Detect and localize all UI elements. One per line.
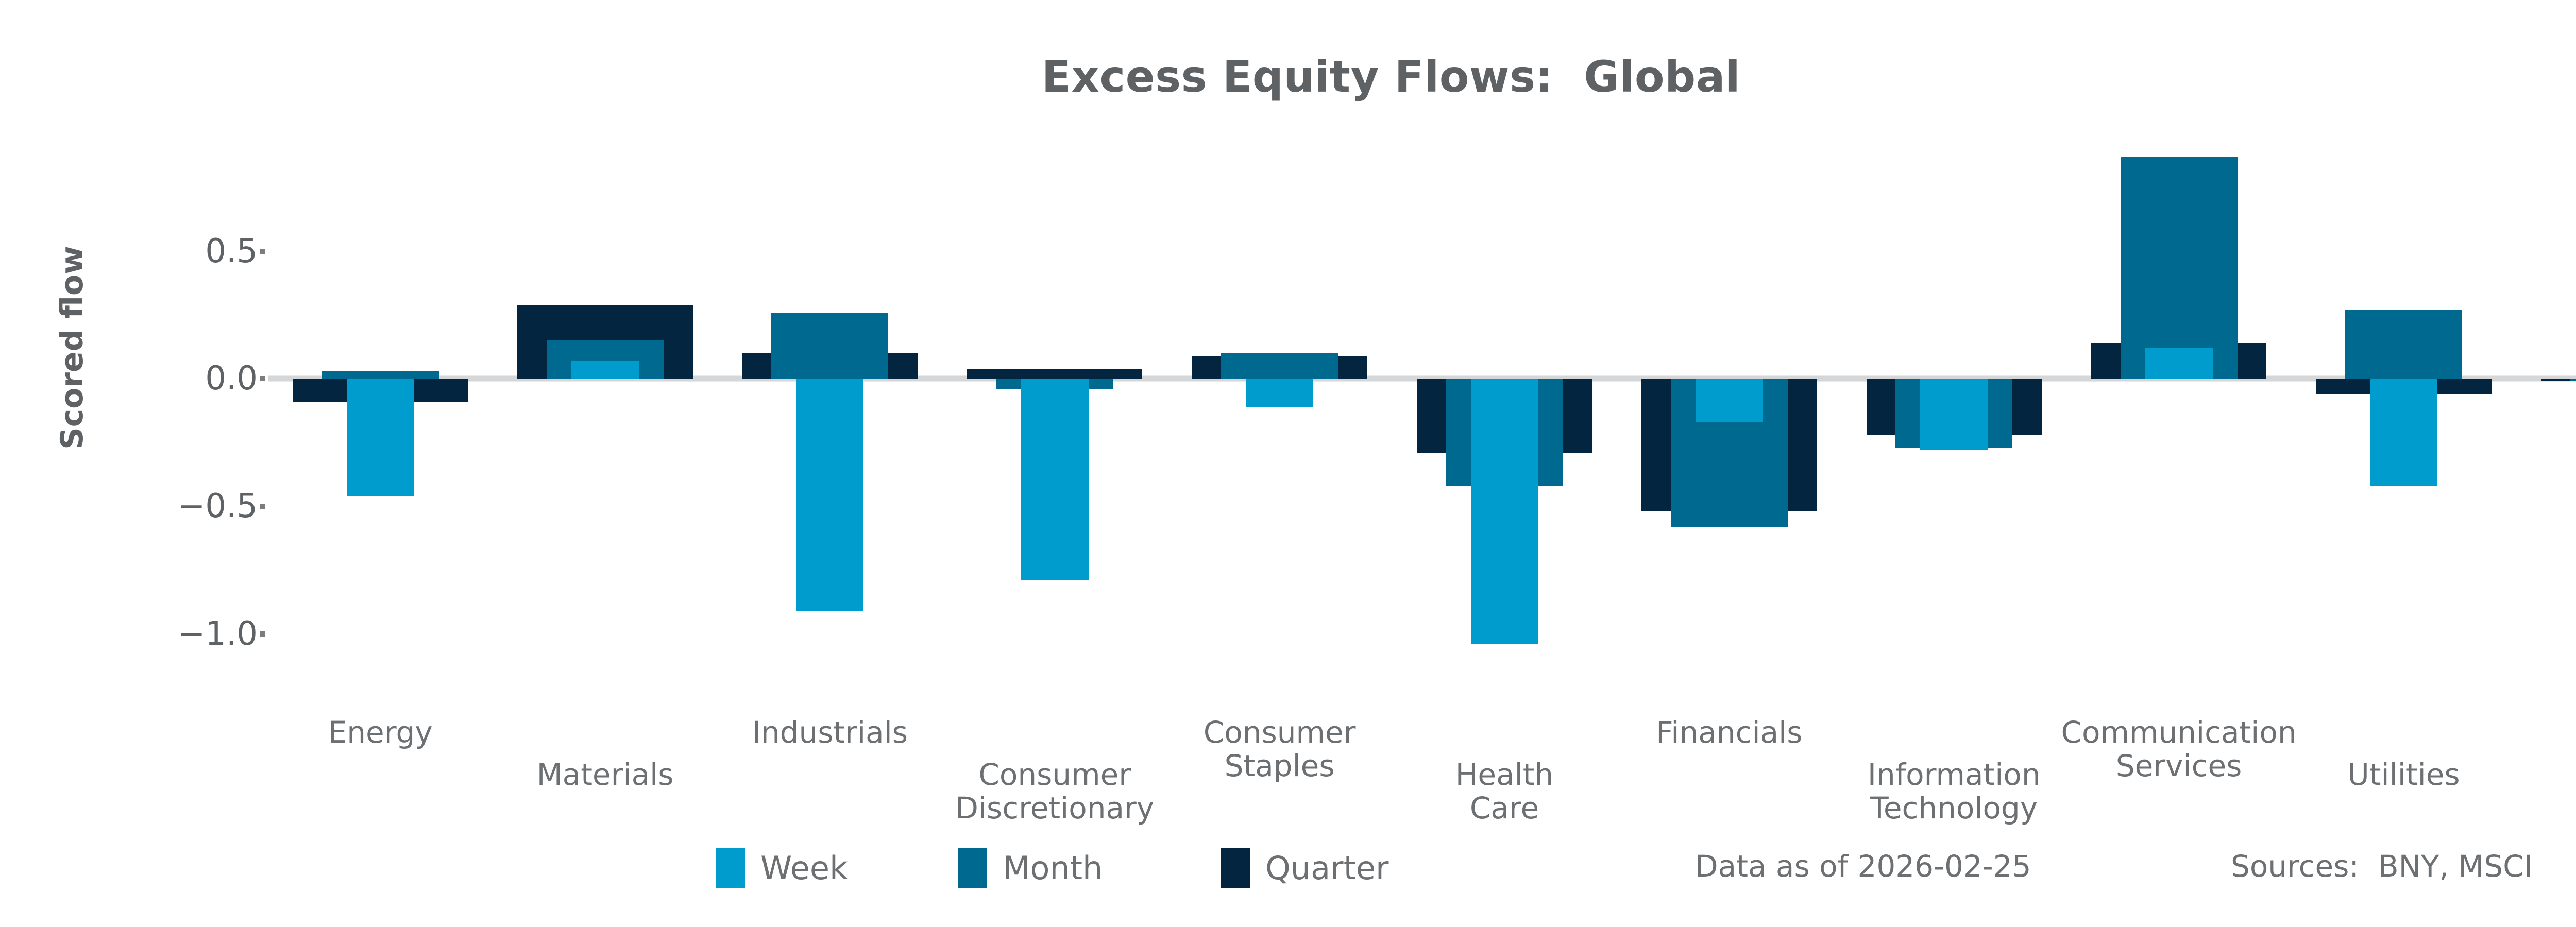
bar-week-consumer-staples[interactable] bbox=[1246, 379, 1314, 407]
x-axis-label-materials: Materials bbox=[536, 757, 674, 792]
bar-month-energy[interactable] bbox=[321, 371, 439, 379]
bar-week-consumer-discretionary[interactable] bbox=[1021, 379, 1089, 580]
bar-week-communication-services[interactable] bbox=[2145, 348, 2213, 379]
y-tick-mark bbox=[260, 248, 265, 254]
legend-label: Month bbox=[1003, 849, 1103, 887]
x-axis-label-information-technology: Information Technology bbox=[1867, 757, 2041, 826]
y-tick-label: 0.5 bbox=[205, 232, 258, 270]
bar-week-health-care[interactable] bbox=[1470, 379, 1538, 644]
page-title: Excess Equity Flows: Global bbox=[1041, 52, 1741, 102]
legend-swatch-month bbox=[958, 848, 987, 888]
x-axis-label-consumer-discretionary: Consumer Discretionary bbox=[955, 757, 1155, 826]
x-axis-label-energy: Energy bbox=[328, 715, 433, 750]
legend-item-quarter[interactable]: Quarter bbox=[1221, 845, 1389, 891]
y-tick-mark bbox=[260, 504, 265, 509]
legend-item-week[interactable]: Week bbox=[716, 845, 848, 891]
legend-swatch-week bbox=[716, 848, 745, 888]
bar-month-real-estate[interactable] bbox=[2570, 379, 2576, 382]
bar-month-industrials[interactable] bbox=[771, 312, 889, 379]
x-axis-label-communication-services: Communication Services bbox=[2061, 715, 2297, 783]
y-tick-label: 0.0 bbox=[205, 359, 258, 398]
bar-quarter-real-estate[interactable] bbox=[2540, 379, 2576, 382]
y-tick-label: −0.5 bbox=[177, 487, 258, 526]
legend-swatch-quarter bbox=[1221, 848, 1250, 888]
bar-week-energy[interactable] bbox=[346, 379, 414, 496]
sources-note: Sources: BNY, MSCI bbox=[2231, 849, 2533, 884]
x-axis-label-financials: Financials bbox=[1656, 715, 1803, 750]
y-tick-mark bbox=[260, 631, 265, 637]
bar-week-information-technology[interactable] bbox=[1920, 379, 1988, 451]
bar-month-consumer-staples[interactable] bbox=[1221, 353, 1338, 379]
x-axis-label-real-estate: Real Estate bbox=[2460, 716, 2576, 783]
bar-week-industrials[interactable] bbox=[796, 379, 864, 611]
bar-month-utilities[interactable] bbox=[2345, 310, 2462, 379]
bar-quarter-consumer-discretionary[interactable] bbox=[967, 368, 1143, 379]
x-axis-label-industrials: Industrials bbox=[752, 715, 908, 750]
plot-area: 0.5 0.0 −0.5 −1.0 Energy Materials Industrial… bbox=[178, 124, 2576, 825]
data-as-of-note: Data as of 2026-02-25 bbox=[1695, 849, 2031, 884]
bar-week-materials[interactable] bbox=[571, 360, 639, 379]
x-axis-label-health-care: Health Care bbox=[1455, 757, 1554, 826]
y-tick-mark bbox=[260, 376, 265, 382]
chart-footer: Week Month Quarter Data as of 2026-02-25 S… bbox=[0, 845, 2576, 917]
bar-week-utilities[interactable] bbox=[2370, 379, 2437, 486]
y-tick-label: −1.0 bbox=[177, 614, 258, 653]
x-axis-label-consumer-staples: Consumer Staples bbox=[1203, 715, 1356, 783]
x-axis-label-utilities: Utilities bbox=[2347, 757, 2460, 792]
legend-label: Week bbox=[760, 849, 848, 887]
legend-item-month[interactable]: Month bbox=[958, 845, 1103, 891]
bar-week-financials[interactable] bbox=[1695, 379, 1763, 422]
legend-label: Quarter bbox=[1265, 849, 1389, 887]
bar-month-communication-services[interactable] bbox=[2120, 157, 2238, 379]
